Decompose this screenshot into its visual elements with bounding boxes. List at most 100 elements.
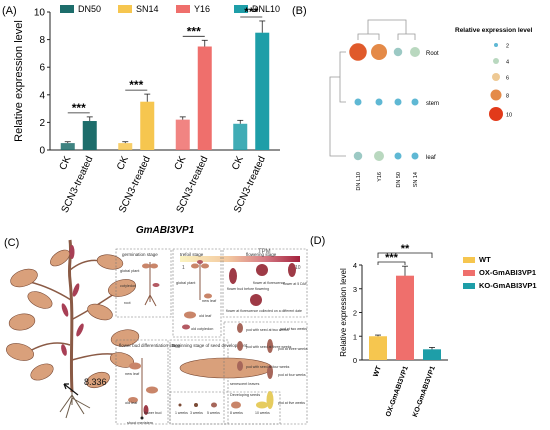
box-flowering (222, 248, 308, 318)
y-tick-label-a: 6 (39, 63, 45, 74)
legend-swatch-a (234, 5, 248, 13)
tpm-label: TPM (258, 249, 271, 255)
pods-illustration (237, 323, 274, 409)
flowering-label-1: flower at florescence (253, 281, 285, 285)
significance-label-d: *** (385, 252, 399, 264)
y-tick-label-a: 2 (39, 118, 45, 129)
column-label-b: DN 50 (396, 172, 402, 188)
significance-label-d: ** (401, 243, 410, 255)
y-tick-label-a: 10 (34, 8, 46, 19)
box-germination (115, 248, 172, 318)
germination-title: germination stage (122, 252, 158, 257)
bar-d (369, 336, 387, 360)
seed-label-5: 8 weeks (230, 411, 243, 415)
arrow-root (63, 383, 79, 396)
heat-dot-b (394, 152, 402, 160)
legend-swatch-d (463, 283, 475, 289)
flower-bud-label-1: old leaf (125, 401, 138, 405)
flowering-label-2: flower at 5 DAF (283, 282, 307, 286)
gene-label-a: GmABI3VP1 (136, 225, 195, 236)
y-tick-label-a: 4 (39, 90, 45, 101)
column-dendrogram-b (357, 19, 416, 40)
flowering-label-0: flower bud before flowering (227, 287, 269, 291)
legend-label-b: 4 (506, 60, 509, 66)
legend-label-a: Y16 (194, 4, 210, 14)
panel-label-c: (C) (4, 237, 19, 249)
flower-bud-label-2: flower bud (144, 411, 162, 415)
x-tick-label-a: CK (230, 154, 246, 172)
significance-line-d (377, 252, 433, 258)
legend-dot-b (490, 89, 502, 101)
heat-dot-b (394, 98, 402, 106)
y-tick-label-d: 2 (353, 309, 357, 318)
x-tick-label-a: CK (58, 154, 74, 172)
x-tick-label-a: CK (173, 154, 189, 172)
legend-label-d: OX-GmABI3VP1 (479, 268, 536, 277)
row-label-b: leaf (426, 155, 436, 161)
trefoil-title: trefoil stage (180, 252, 204, 257)
seed-label-0: senescent leaves (230, 382, 259, 386)
chart-b: Root stem leaf DN L10 Y16 DN 50 SN 14 Relative … (329, 19, 533, 191)
legend-label-b: 10 (506, 113, 512, 119)
heat-dot-b (375, 98, 383, 106)
box-flower-bud (115, 339, 169, 425)
legend-label-b: 8 (506, 94, 509, 100)
y-tick-label-d: 0 (353, 356, 357, 365)
pods-label-5: pod at four weeks (278, 373, 306, 377)
seed-title: Beginning stage of seed development (172, 343, 248, 348)
legend-label-b: 2 (506, 44, 509, 50)
tpm-colorbar (180, 256, 300, 262)
y-tick-label-a: 8 (39, 35, 45, 46)
legend-dot-b (492, 73, 500, 81)
panel-label-d: (D) (310, 235, 325, 247)
heat-dot-b (393, 47, 403, 57)
legend-label-d: KO-GmABI3VP1 (479, 281, 537, 290)
legend-label-d: WT (479, 255, 491, 264)
bar-a (82, 121, 97, 150)
bar-a (255, 32, 270, 151)
seed-label-3: 3 weeks (190, 411, 203, 415)
germination-label-1: cotyledon (120, 284, 136, 288)
flowering-title: flowering stage (246, 252, 277, 257)
trefoil-label-2: old leaf (199, 314, 212, 318)
significance-line-d (377, 261, 406, 265)
bar-a (60, 143, 75, 150)
y-tick-label-d: 4 (353, 261, 357, 270)
heat-dot-b (411, 98, 419, 106)
pods-label-2: pod with seed at three weeks (246, 345, 292, 349)
bar-a (118, 143, 133, 150)
panel-label-b: (B) (292, 5, 307, 17)
flower-bud-illustration (128, 358, 158, 420)
legend-swatch-a (118, 5, 132, 13)
legend-swatch-d (463, 270, 475, 276)
pods-label-3: pod at three weeks (278, 347, 308, 351)
significance-label-a: *** (129, 78, 143, 92)
significance-label-a: *** (244, 5, 258, 19)
bar-d (423, 349, 441, 360)
legend-dot-b (493, 58, 499, 64)
bar-a (233, 123, 248, 150)
flower-bud-label-3: shoot meristem (127, 421, 153, 425)
pods-label-4: pod with seed at four weeks (246, 365, 290, 369)
panel-label-a: (A) (2, 5, 17, 17)
heat-dot-b (411, 152, 419, 160)
flowering-illustration (229, 263, 296, 306)
column-label-b: DN L10 (356, 172, 362, 191)
legend-label-b: 6 (506, 76, 509, 82)
legend-swatch-a (60, 5, 74, 13)
legend-title-b: Relative expression level (455, 27, 533, 34)
flowering-label-3: flower at florescence collected on a dif… (226, 309, 302, 313)
legend-swatch-a (176, 5, 190, 13)
legend-swatch-d (463, 257, 475, 263)
trefoil-label-1: new leaf (202, 299, 217, 303)
soybean-plant-illustration (6, 239, 140, 419)
seed-label-6: 10 weeks (255, 411, 270, 415)
flower-bud-title: flower bud differentiation stage (119, 343, 181, 348)
seed-label-1: Developing seeds (230, 393, 260, 397)
significance-label-a: *** (72, 101, 86, 115)
bar-a (197, 46, 212, 150)
row-dendrogram-b (329, 51, 346, 157)
legend-label-a: DNL10 (252, 4, 280, 14)
germination-illustration (142, 262, 160, 307)
